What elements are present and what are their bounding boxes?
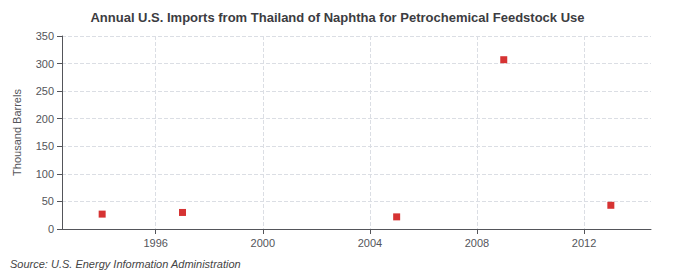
svg-text:2008: 2008 [465,237,489,249]
svg-text:150: 150 [36,140,54,152]
svg-text:0: 0 [48,223,54,235]
svg-text:250: 250 [36,85,54,97]
svg-text:Annual U.S. Imports from Thail: Annual U.S. Imports from Thailand of Nap… [90,10,584,25]
svg-text:50: 50 [42,195,54,207]
svg-text:350: 350 [36,30,54,42]
svg-text:2004: 2004 [358,237,382,249]
svg-text:Source: U.S. Energy Informatio: Source: U.S. Energy Information Administ… [10,258,241,270]
svg-text:200: 200 [36,113,54,125]
svg-text:1996: 1996 [143,237,167,249]
svg-text:300: 300 [36,58,54,70]
svg-text:2012: 2012 [572,237,596,249]
svg-text:2000: 2000 [251,237,275,249]
svg-text:100: 100 [36,168,54,180]
svg-text:Thousand Barrels: Thousand Barrels [11,89,23,176]
